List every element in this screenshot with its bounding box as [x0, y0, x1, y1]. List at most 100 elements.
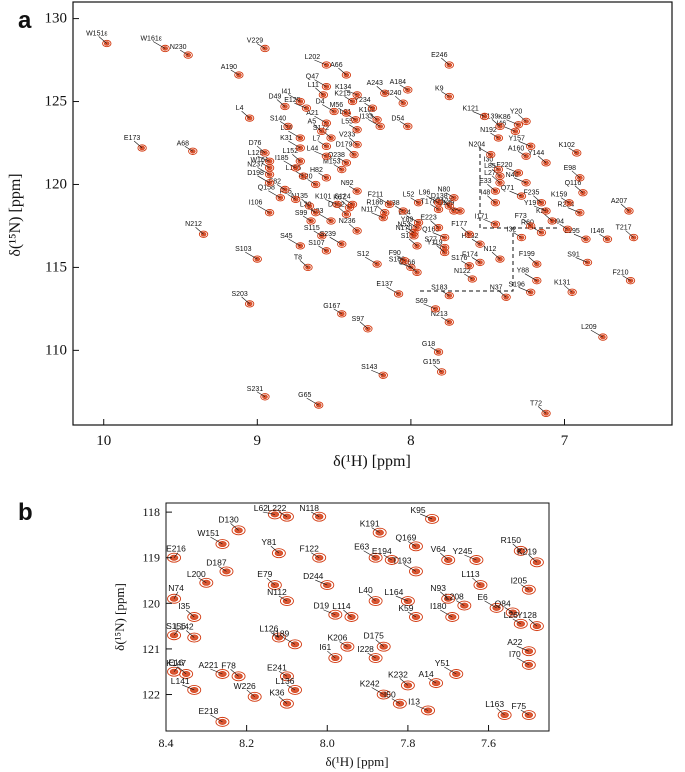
peak-label: Y51 — [435, 658, 450, 668]
peak-label: S166 — [399, 259, 415, 266]
peak-contour-outer — [429, 678, 444, 689]
peak: S203 — [231, 291, 255, 308]
peak-contour-outer — [312, 511, 327, 522]
peak: I30 — [484, 157, 504, 174]
peak-contour-inner — [323, 154, 330, 159]
peak-label: K131 — [554, 279, 570, 286]
peak-leader-line — [491, 251, 501, 260]
peak-leader-line — [559, 224, 568, 230]
peak-leader-line — [348, 137, 358, 145]
plot-frame-b — [165, 502, 550, 732]
peak-contour-outer — [412, 242, 422, 250]
peak-leader-line — [195, 227, 204, 235]
peak-contour-inner — [334, 202, 340, 207]
peak-leader-line — [441, 91, 450, 97]
peak: E218 — [199, 706, 230, 727]
peak-leader-line — [513, 232, 522, 238]
peak-contour-outer — [400, 596, 415, 606]
peak-contour-outer — [344, 612, 359, 622]
peak-contour-outer — [495, 255, 505, 263]
peak-contour-outer — [187, 632, 202, 643]
y-axis-label-a: δ(¹⁵N) [ppm] — [7, 173, 24, 256]
peak-label: I13 — [408, 696, 420, 706]
peak-label: N74 — [168, 583, 184, 593]
peak-contour-outer — [337, 240, 347, 248]
peak-leader-line — [262, 511, 275, 515]
peak-label: F174 — [462, 251, 478, 258]
peak-label: N37 — [490, 284, 503, 291]
peak-contour-outer — [350, 116, 361, 124]
peak-leader-line — [471, 238, 481, 245]
peak-leader-line — [230, 523, 239, 531]
peak: L62 — [254, 503, 282, 520]
peak: Y144 — [528, 150, 551, 167]
peak-contour-outer — [321, 61, 332, 69]
peak: K215 — [334, 91, 358, 106]
peak-label: M153 — [323, 159, 341, 166]
peak: I133 — [359, 113, 385, 131]
peaks-a: G65 S231 T72 S143 G155 G18 L209 N213 S97 S69 S203 G… — [86, 30, 639, 418]
peak-contour-outer — [352, 227, 362, 235]
peak: Y119 — [427, 239, 450, 257]
peak: I70 — [509, 649, 536, 670]
peak-label: V229 — [247, 37, 263, 44]
peak: R186 — [366, 200, 390, 217]
y-tick-label: 122 — [142, 688, 160, 702]
peak-contour-outer — [490, 220, 501, 228]
peak-leader-line — [415, 705, 429, 711]
peak-contour-outer — [521, 710, 536, 720]
peak-leader-line — [544, 213, 553, 222]
panel-a: G65 S231 T72 S143 G155 G18 L209 N213 S97 S69 S203 G… — [7, 1, 673, 470]
peak-label: K191 — [360, 519, 380, 529]
peak-contour-outer — [521, 659, 536, 670]
peak-label: S140 — [270, 115, 286, 122]
peak-leader-line — [307, 207, 316, 213]
peak: A66 — [330, 62, 352, 79]
peak: A14 — [419, 669, 444, 689]
peak-label: L11 — [308, 82, 319, 89]
peak: N192 — [480, 127, 504, 142]
peak-contour-outer — [372, 527, 387, 538]
peak-label: Y119 — [427, 239, 443, 246]
peak-label: W226 — [234, 681, 256, 691]
peak-label: I106 — [249, 200, 263, 207]
peak: E223 — [420, 215, 444, 232]
peak: I13 — [408, 696, 436, 716]
peak-leader-line — [210, 714, 223, 723]
peak-contour-outer — [160, 44, 170, 53]
peak-contour-outer — [575, 174, 585, 182]
peak-contour-outer — [198, 230, 209, 238]
peak-leader-line — [472, 111, 485, 117]
peak-leader-line — [461, 260, 470, 267]
peak-label: L163 — [485, 699, 504, 709]
peak-leader-line — [406, 215, 419, 223]
peak: L129 — [248, 150, 275, 165]
peak: N93 — [430, 583, 456, 604]
peak-contour-outer — [513, 545, 528, 556]
peak-contour-outer — [433, 348, 444, 356]
peak-leader-line — [230, 69, 240, 76]
y-tick-label: 130 — [45, 11, 68, 27]
peak-contour-outer — [403, 86, 413, 94]
peak-contour-outer — [582, 258, 593, 267]
peak-contour-outer — [295, 97, 305, 106]
peak-leader-line — [299, 260, 309, 268]
peak: D130 — [218, 514, 246, 536]
peak: T72 — [530, 400, 551, 418]
peak-leader-line — [318, 172, 327, 179]
peak-label: F15 — [280, 188, 292, 195]
peak-leader-line — [368, 112, 378, 121]
peak-label: A207 — [611, 198, 627, 205]
peak-label: V233 — [339, 132, 355, 139]
peak-label: E173 — [124, 135, 140, 142]
peak-leader-line — [518, 287, 531, 293]
zoom-region-marker-lower — [420, 228, 514, 292]
peak-label: Q71 — [501, 185, 514, 192]
peak-contour-outer — [521, 584, 536, 595]
peak-contour-outer — [321, 119, 332, 127]
peak-leader-line — [490, 162, 499, 170]
peak-label: Y234 — [354, 97, 370, 104]
y-axis-label-b: δ(¹⁵N) [ppm] — [112, 583, 127, 651]
peak-contour-outer — [413, 199, 424, 207]
peak-contour-outer — [400, 257, 410, 265]
